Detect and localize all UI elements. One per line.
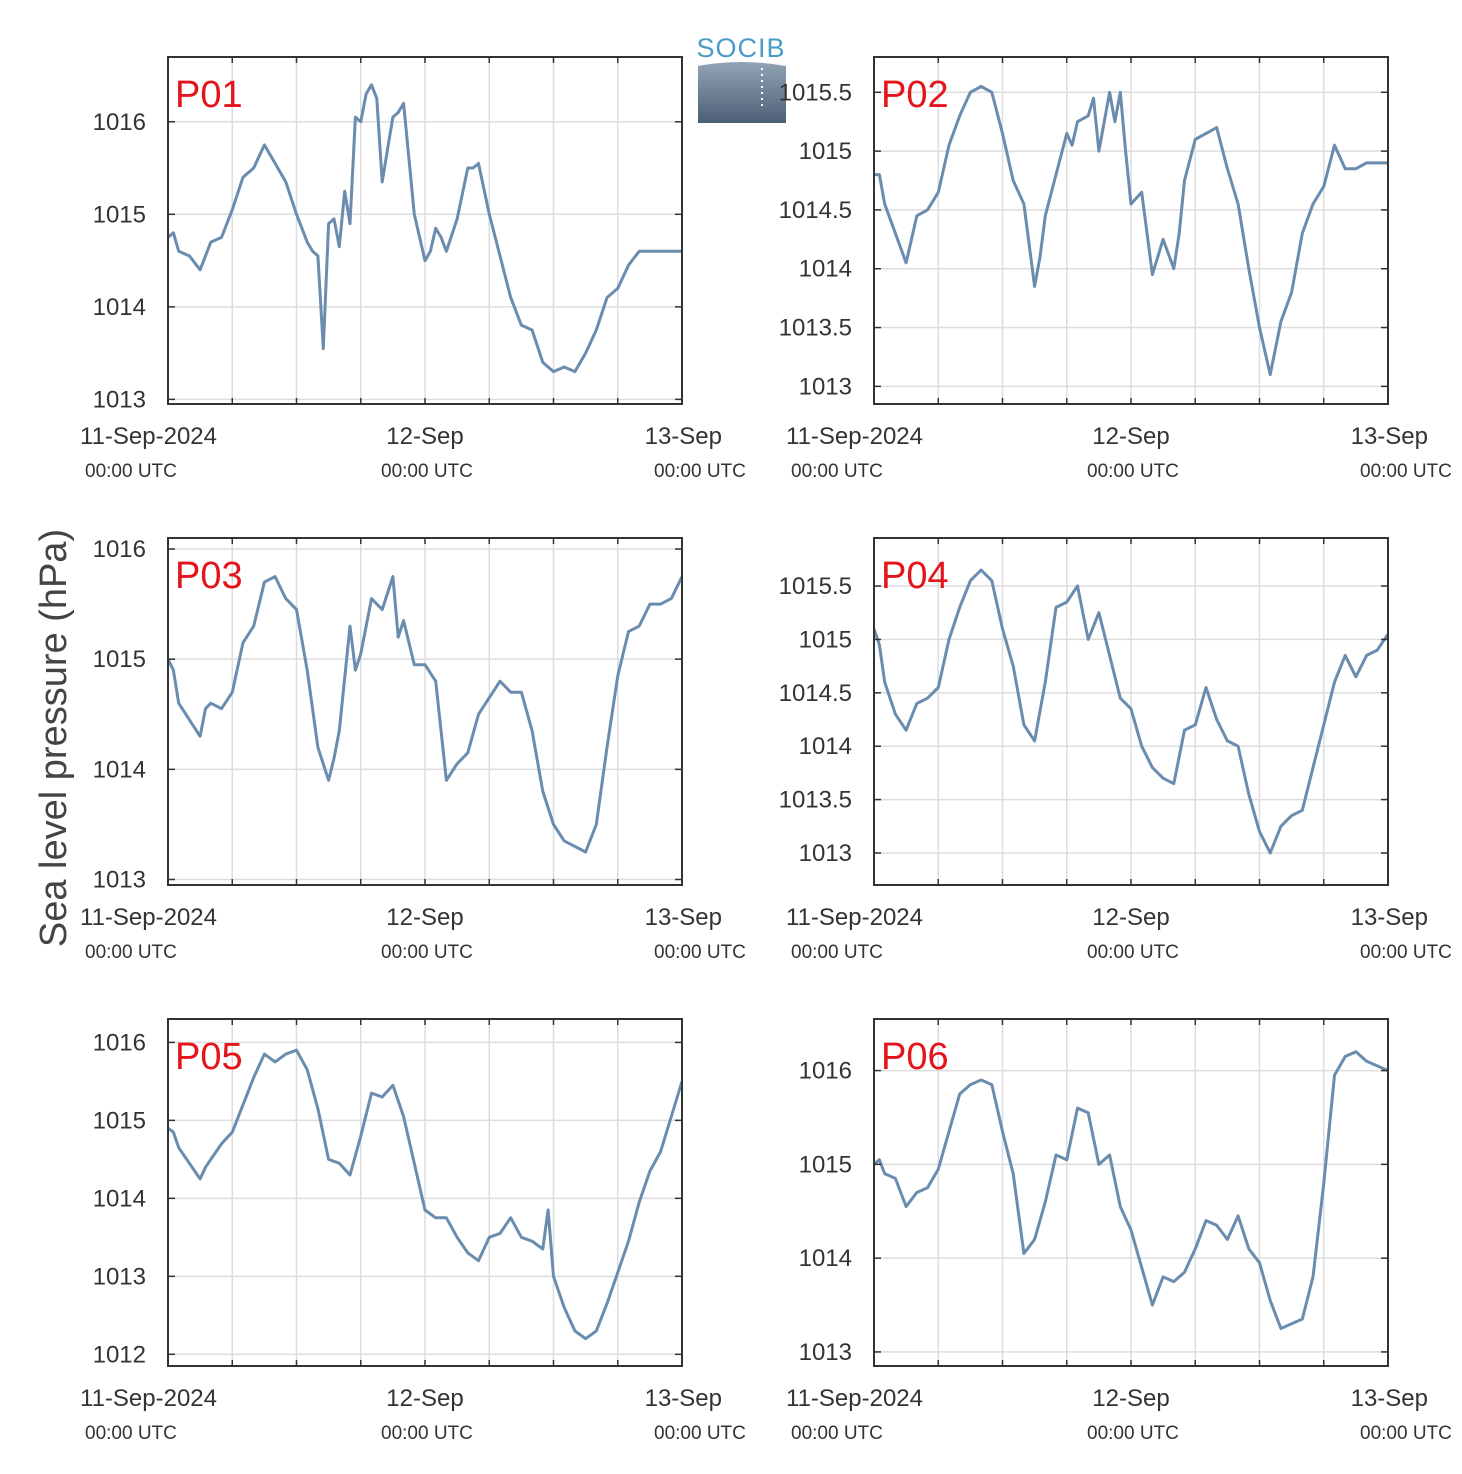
x-tick-label: 13-Sep [645, 1385, 722, 1412]
x-tick-label: 13-Sep [1351, 423, 1428, 450]
panel-p05: 1012 1013 1014 1015 1016 11-Sep-2024 00:00 UTC… [80, 1018, 746, 1444]
x-tick-sublabel: 00:00 UTC [1360, 1423, 1452, 1444]
y-tick-label: 1014.5 [779, 197, 852, 224]
x-tick-sublabel: 00:00 UTC [654, 942, 746, 963]
x-tick-label: 13-Sep [1351, 1385, 1428, 1412]
logo-text: SOCIB [696, 33, 785, 63]
x-tick-label: 11-Sep-2024 [786, 904, 923, 931]
panels: 1013 1014 1015 1016 11-Sep-2024 00:00 UTC 12-S… [80, 56, 1452, 1444]
x-tick-sublabel: 00:00 UTC [85, 461, 177, 482]
y-tick-label: 1013 [799, 840, 852, 867]
x-tick-sublabel: 00:00 UTC [85, 942, 177, 963]
y-tick-label: 1016 [93, 1029, 146, 1056]
x-tick-sublabel: 00:00 UTC [1360, 942, 1452, 963]
y-tick-label: 1013.5 [779, 315, 852, 342]
panel-title: P06 [881, 1036, 949, 1078]
panel-title: P01 [175, 74, 243, 116]
x-tick-label: 12-Sep [1092, 1385, 1169, 1412]
series-line [168, 83, 682, 374]
y-tick-label: 1015.5 [779, 79, 852, 106]
y-tick-label: 1014 [93, 294, 146, 321]
y-tick-label: 1013.5 [779, 787, 852, 814]
panel-p04: 1013 1013.5 1014 1014.5 1015 1015.5 11-Sep-202… [779, 537, 1452, 963]
y-axis-label: Sea level pressure (hPa) [33, 529, 75, 947]
panel-p03: 1013 1014 1015 1016 11-Sep-2024 00:00 UTC 12-S… [80, 536, 746, 963]
x-tick-label: 13-Sep [645, 423, 722, 450]
x-tick-sublabel: 00:00 UTC [1360, 461, 1452, 482]
y-tick-label: 1013 [93, 386, 146, 413]
x-tick-label: 11-Sep-2024 [80, 904, 217, 931]
y-tick-label: 1015 [93, 201, 146, 228]
series-line [168, 575, 682, 854]
x-tick-label: 12-Sep [386, 423, 463, 450]
x-tick-sublabel: 00:00 UTC [1087, 942, 1179, 963]
x-tick-sublabel: 00:00 UTC [791, 942, 883, 963]
logo-wave-shape [698, 62, 786, 123]
x-tick-label: 12-Sep [386, 1385, 463, 1412]
x-tick-sublabel: 00:00 UTC [1087, 1423, 1179, 1444]
x-tick-sublabel: 00:00 UTC [1087, 461, 1179, 482]
x-tick-sublabel: 00:00 UTC [381, 1423, 473, 1444]
y-tick-label: 1014 [799, 1245, 852, 1272]
x-tick-label: 11-Sep-2024 [80, 1385, 217, 1412]
y-tick-label: 1013 [799, 373, 852, 400]
panel-p01: 1013 1014 1015 1016 11-Sep-2024 00:00 UTC 12-S… [80, 56, 746, 482]
x-tick-sublabel: 00:00 UTC [654, 1423, 746, 1444]
series-line [874, 1050, 1388, 1330]
x-tick-sublabel: 00:00 UTC [381, 942, 473, 963]
y-tick-label: 1015 [799, 1151, 852, 1178]
y-tick-label: 1014 [93, 1185, 146, 1212]
panel-p02: 1013 1013.5 1014 1014.5 1015 1015.5 11-Sep-202… [779, 56, 1452, 482]
x-tick-sublabel: 00:00 UTC [791, 461, 883, 482]
y-tick-label: 1015 [799, 626, 852, 653]
y-tick-label: 1014 [799, 733, 852, 760]
y-tick-label: 1013 [93, 866, 146, 893]
x-tick-label: 12-Sep [1092, 904, 1169, 931]
series-line [168, 1048, 682, 1341]
panel-p06: 1013 1014 1015 1016 11-Sep-2024 00:00 UTC 12-S… [786, 1018, 1452, 1444]
y-tick-label: 1013 [93, 1263, 146, 1290]
y-tick-label: 1015 [93, 1107, 146, 1134]
x-tick-label: 12-Sep [386, 904, 463, 931]
y-tick-label: 1015 [799, 138, 852, 165]
x-tick-label: 13-Sep [645, 904, 722, 931]
x-tick-label: 11-Sep-2024 [786, 1385, 923, 1412]
y-tick-label: 1014 [93, 756, 146, 783]
panel-title: P02 [881, 74, 949, 116]
x-tick-label: 11-Sep-2024 [80, 423, 217, 450]
y-tick-label: 1014 [799, 256, 852, 283]
y-tick-label: 1015.5 [779, 573, 852, 600]
x-tick-sublabel: 00:00 UTC [85, 1423, 177, 1444]
x-tick-sublabel: 00:00 UTC [654, 461, 746, 482]
y-tick-label: 1016 [799, 1058, 852, 1085]
y-tick-label: 1016 [93, 536, 146, 563]
panel-title: P05 [175, 1036, 243, 1078]
series-line [874, 84, 1388, 377]
panel-title: P04 [881, 555, 949, 597]
x-tick-sublabel: 00:00 UTC [791, 1423, 883, 1444]
socib-logo: SOCIB [696, 33, 786, 123]
series-line [874, 568, 1388, 855]
y-tick-label: 1015 [93, 646, 146, 673]
x-tick-label: 12-Sep [1092, 423, 1169, 450]
x-tick-label: 11-Sep-2024 [786, 423, 923, 450]
x-tick-label: 13-Sep [1351, 904, 1428, 931]
y-tick-label: 1014.5 [779, 680, 852, 707]
y-tick-label: 1016 [93, 109, 146, 136]
y-tick-label: 1013 [799, 1339, 852, 1366]
panel-title: P03 [175, 555, 243, 597]
y-tick-label: 1012 [93, 1341, 146, 1368]
x-tick-sublabel: 00:00 UTC [381, 461, 473, 482]
